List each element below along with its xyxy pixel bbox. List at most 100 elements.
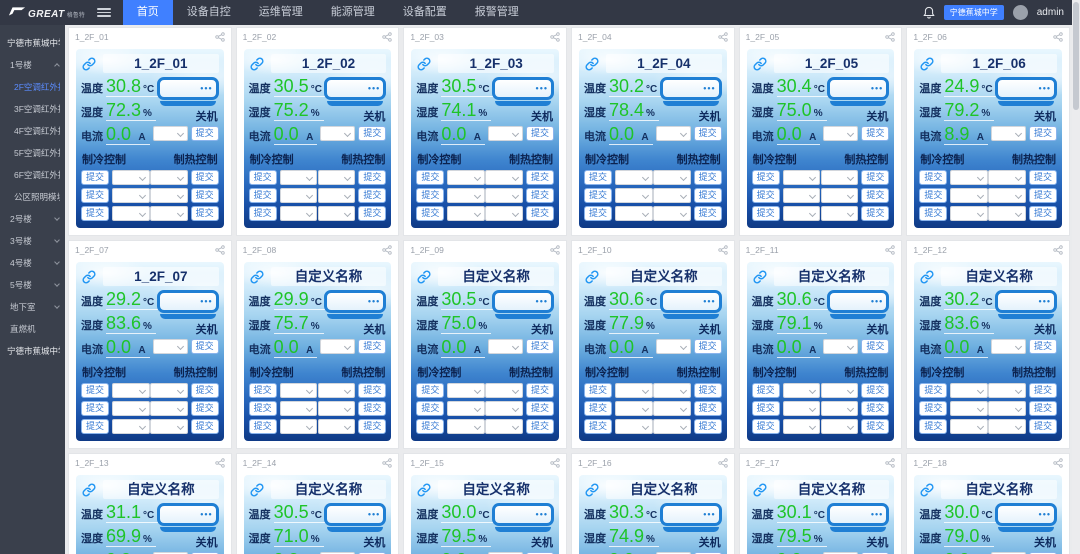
heating-select[interactable] bbox=[317, 206, 356, 221]
mode-submit-button[interactable]: 提交 bbox=[861, 339, 890, 354]
heating-select[interactable] bbox=[485, 401, 523, 416]
cooling-submit-button[interactable]: 提交 bbox=[81, 206, 110, 221]
cooling-select[interactable] bbox=[615, 401, 653, 416]
cooling-select[interactable] bbox=[447, 206, 486, 221]
share-icon[interactable] bbox=[214, 458, 225, 468]
heating-select[interactable] bbox=[317, 401, 356, 416]
heating-select[interactable] bbox=[149, 383, 188, 398]
cooling-select[interactable] bbox=[615, 206, 653, 221]
heating-select[interactable] bbox=[652, 401, 691, 416]
heating-select[interactable] bbox=[820, 401, 859, 416]
avatar[interactable] bbox=[1012, 5, 1028, 20]
heating-select[interactable] bbox=[820, 170, 859, 185]
heating-select[interactable] bbox=[820, 419, 859, 434]
mode-select[interactable] bbox=[320, 126, 356, 141]
heating-submit-button[interactable]: 提交 bbox=[1028, 419, 1057, 434]
heating-submit-button[interactable]: 提交 bbox=[861, 383, 890, 398]
share-icon[interactable] bbox=[1053, 458, 1063, 468]
heating-submit-button[interactable]: 提交 bbox=[358, 383, 387, 398]
cooling-submit-button[interactable]: 提交 bbox=[751, 419, 780, 434]
share-icon[interactable] bbox=[382, 458, 393, 468]
share-icon[interactable] bbox=[382, 32, 393, 42]
link-icon[interactable] bbox=[585, 269, 599, 284]
cooling-select[interactable] bbox=[615, 170, 653, 185]
mode-submit-button[interactable]: 提交 bbox=[693, 552, 722, 554]
cooling-select[interactable] bbox=[782, 188, 821, 203]
sidebar-item[interactable]: 宁德市蕉城中学楼... bbox=[0, 32, 65, 54]
cooling-submit-button[interactable]: 提交 bbox=[248, 419, 277, 434]
heating-submit-button[interactable]: 提交 bbox=[358, 419, 387, 434]
heating-submit-button[interactable]: 提交 bbox=[1028, 401, 1057, 416]
sidebar-item[interactable]: 直燃机 bbox=[0, 318, 65, 340]
mode-select[interactable] bbox=[823, 126, 859, 141]
cooling-select[interactable] bbox=[782, 206, 821, 221]
nav-tab[interactable]: 设备自控 bbox=[186, 6, 231, 18]
heating-submit-button[interactable]: 提交 bbox=[525, 206, 554, 221]
heating-submit-button[interactable]: 提交 bbox=[693, 206, 722, 221]
tenant-badge[interactable]: 宁德蕉城中学 bbox=[943, 5, 1004, 20]
sidebar-item[interactable]: 公区照明模块 bbox=[0, 186, 65, 208]
heating-submit-button[interactable]: 提交 bbox=[693, 188, 722, 203]
cooling-select[interactable] bbox=[279, 188, 318, 203]
heating-submit-button[interactable]: 提交 bbox=[1028, 188, 1057, 203]
heating-submit-button[interactable]: 提交 bbox=[190, 383, 219, 398]
heating-select[interactable] bbox=[317, 170, 356, 185]
heating-submit-button[interactable]: 提交 bbox=[190, 206, 219, 221]
mode-submit-button[interactable]: 提交 bbox=[861, 552, 890, 554]
heating-select[interactable] bbox=[988, 401, 1026, 416]
cooling-submit-button[interactable]: 提交 bbox=[751, 401, 780, 416]
mode-submit-button[interactable]: 提交 bbox=[1028, 126, 1057, 141]
mode-submit-button[interactable]: 提交 bbox=[861, 126, 890, 141]
heating-select[interactable] bbox=[485, 383, 523, 398]
heating-submit-button[interactable]: 提交 bbox=[190, 188, 219, 203]
cooling-submit-button[interactable]: 提交 bbox=[416, 419, 445, 434]
cooling-submit-button[interactable]: 提交 bbox=[584, 206, 613, 221]
cooling-submit-button[interactable]: 提交 bbox=[584, 419, 613, 434]
link-icon[interactable] bbox=[250, 269, 264, 284]
cooling-submit-button[interactable]: 提交 bbox=[416, 401, 445, 416]
scrollbar-thumb[interactable] bbox=[1073, 2, 1079, 110]
mode-submit-button[interactable]: 提交 bbox=[525, 552, 554, 554]
sidebar-item[interactable]: 5号楼 bbox=[0, 274, 65, 296]
cooling-submit-button[interactable]: 提交 bbox=[919, 419, 948, 434]
heating-submit-button[interactable]: 提交 bbox=[861, 401, 890, 416]
cooling-select[interactable] bbox=[279, 206, 318, 221]
heating-submit-button[interactable]: 提交 bbox=[358, 206, 387, 221]
heating-select[interactable] bbox=[485, 170, 523, 185]
cooling-submit-button[interactable]: 提交 bbox=[416, 188, 445, 203]
heating-select[interactable] bbox=[485, 419, 523, 434]
heating-submit-button[interactable]: 提交 bbox=[1028, 206, 1057, 221]
cooling-select[interactable] bbox=[112, 419, 150, 434]
cooling-submit-button[interactable]: 提交 bbox=[81, 170, 110, 185]
sidebar-item[interactable]: 2号楼 bbox=[0, 208, 65, 230]
link-icon[interactable] bbox=[585, 56, 599, 71]
cooling-submit-button[interactable]: 提交 bbox=[919, 170, 948, 185]
heating-submit-button[interactable]: 提交 bbox=[358, 401, 387, 416]
link-icon[interactable] bbox=[920, 269, 934, 284]
heating-select[interactable] bbox=[652, 419, 691, 434]
cooling-select[interactable] bbox=[950, 401, 989, 416]
heating-submit-button[interactable]: 提交 bbox=[525, 188, 554, 203]
sidebar-item[interactable]: 1号楼 bbox=[0, 54, 65, 76]
share-icon[interactable] bbox=[885, 32, 896, 42]
cooling-select[interactable] bbox=[279, 170, 318, 185]
cooling-submit-button[interactable]: 提交 bbox=[81, 401, 110, 416]
share-icon[interactable] bbox=[885, 458, 896, 468]
cooling-select[interactable] bbox=[447, 383, 486, 398]
link-icon[interactable] bbox=[82, 269, 96, 284]
heating-submit-button[interactable]: 提交 bbox=[525, 419, 554, 434]
mode-select[interactable] bbox=[488, 339, 523, 354]
link-icon[interactable] bbox=[753, 482, 767, 497]
link-icon[interactable] bbox=[585, 482, 599, 497]
mode-select[interactable] bbox=[152, 552, 188, 554]
mode-select[interactable] bbox=[655, 126, 691, 141]
heating-submit-button[interactable]: 提交 bbox=[525, 383, 554, 398]
share-icon[interactable] bbox=[717, 245, 728, 255]
heating-submit-button[interactable]: 提交 bbox=[861, 188, 890, 203]
cooling-submit-button[interactable]: 提交 bbox=[584, 383, 613, 398]
heating-select[interactable] bbox=[988, 206, 1026, 221]
link-icon[interactable] bbox=[753, 269, 767, 284]
cooling-submit-button[interactable]: 提交 bbox=[751, 170, 780, 185]
cooling-select[interactable] bbox=[782, 383, 821, 398]
nav-tab[interactable]: 能源管理 bbox=[330, 6, 375, 18]
